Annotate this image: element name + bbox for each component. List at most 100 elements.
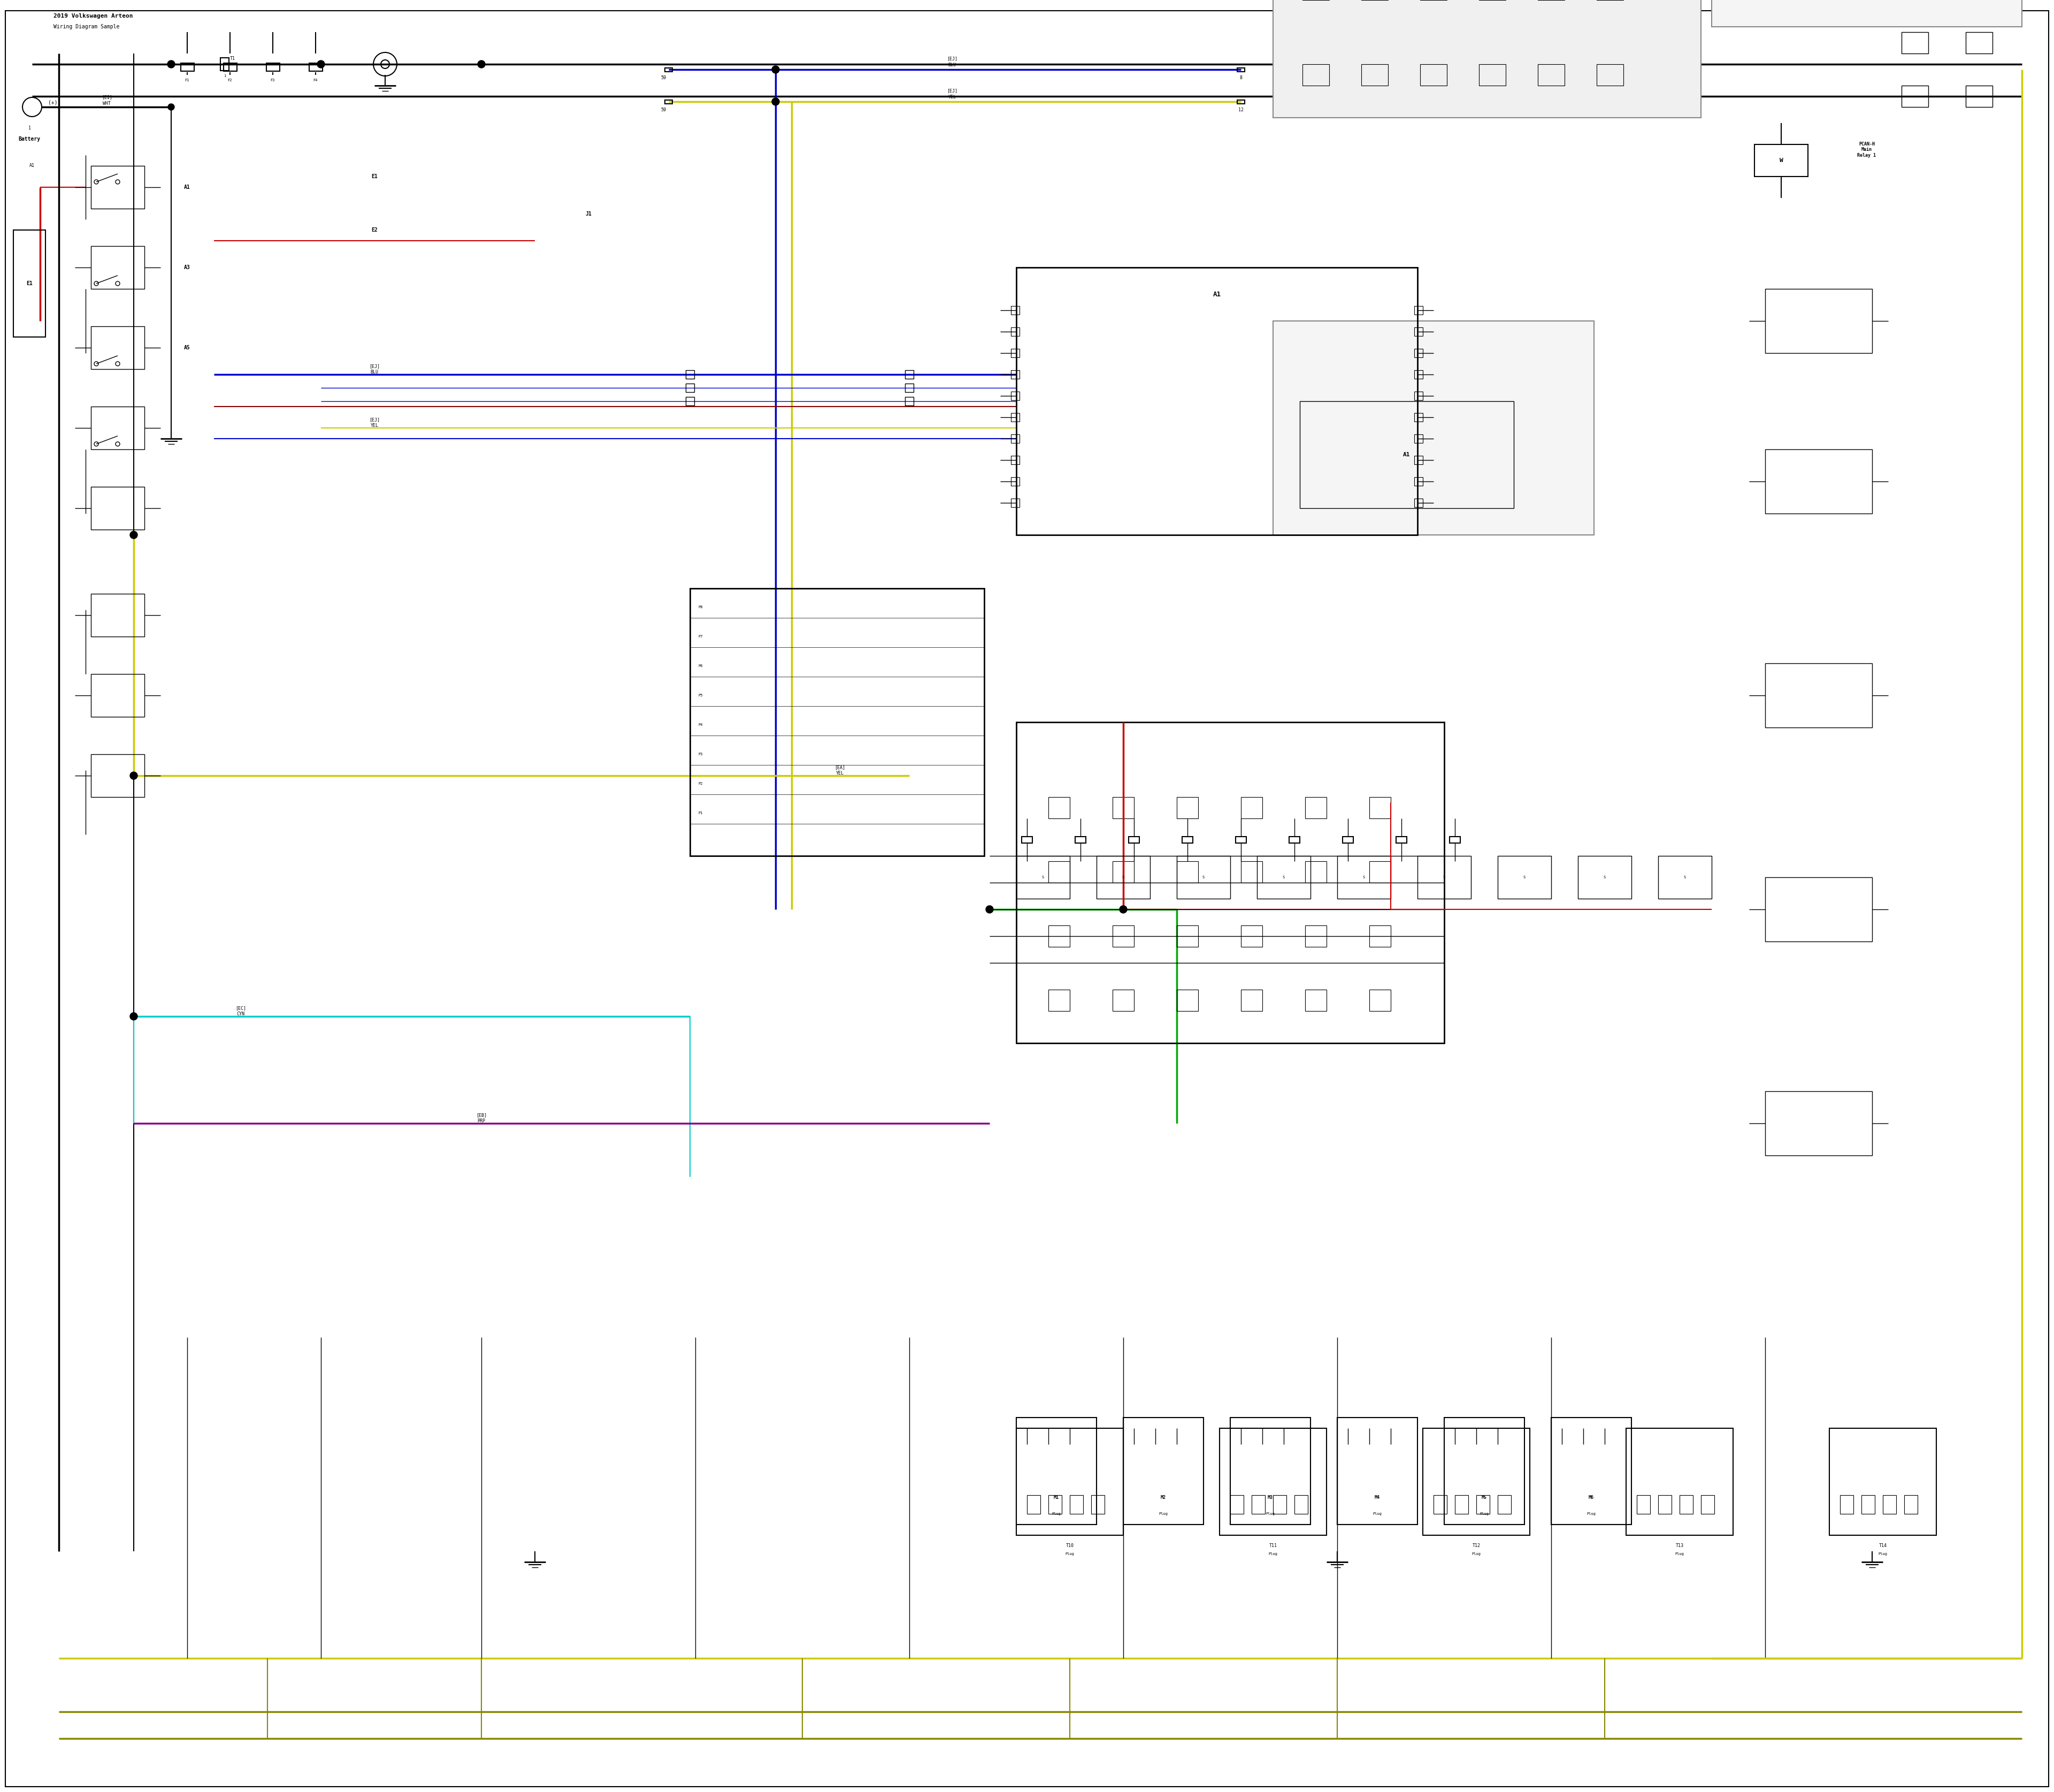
Text: [EJ]
YEL: [EJ] YEL xyxy=(370,418,380,428)
Text: J1: J1 xyxy=(585,211,592,217)
Bar xyxy=(1304,862,1327,883)
Text: Plug: Plug xyxy=(1877,1552,1888,1555)
Bar xyxy=(690,588,984,857)
Bar xyxy=(1764,663,1871,728)
Bar xyxy=(1830,1428,1937,1536)
Bar xyxy=(1237,100,1245,104)
Text: 1: 1 xyxy=(29,125,31,131)
Bar xyxy=(665,100,672,104)
Text: 2019 Volkswagen Arteon: 2019 Volkswagen Arteon xyxy=(53,13,134,18)
Bar xyxy=(1577,857,1631,898)
Bar xyxy=(1257,857,1310,898)
Text: Plug: Plug xyxy=(1479,1512,1489,1516)
Text: P7: P7 xyxy=(698,634,702,638)
Bar xyxy=(1241,925,1263,946)
Bar xyxy=(1048,797,1070,819)
Text: S: S xyxy=(1684,876,1686,878)
Bar xyxy=(1011,477,1019,486)
Bar xyxy=(1417,857,1471,898)
Circle shape xyxy=(772,99,778,106)
Bar xyxy=(1764,1091,1871,1156)
Text: A1: A1 xyxy=(185,185,191,190)
Bar xyxy=(1070,1495,1082,1514)
Bar xyxy=(1304,797,1327,819)
Bar xyxy=(1497,857,1551,898)
Bar xyxy=(1300,401,1514,509)
Bar xyxy=(1113,797,1134,819)
Bar xyxy=(1337,857,1391,898)
Circle shape xyxy=(1119,905,1128,914)
Bar xyxy=(1362,65,1389,86)
Text: P1: P1 xyxy=(698,812,702,815)
Text: BLU: BLU xyxy=(949,63,955,68)
Bar xyxy=(906,383,914,392)
Bar xyxy=(1048,989,1070,1011)
Text: T10: T10 xyxy=(1066,1543,1074,1548)
Bar xyxy=(1764,289,1871,353)
Circle shape xyxy=(986,905,994,914)
Bar xyxy=(686,383,694,392)
Text: E1: E1 xyxy=(372,174,378,179)
Text: S: S xyxy=(1604,876,1606,878)
Bar xyxy=(90,326,144,369)
Text: [EB]
PRP: [EB] PRP xyxy=(477,1113,487,1124)
Bar xyxy=(1337,1417,1417,1525)
Bar xyxy=(1596,65,1623,86)
Bar xyxy=(1017,267,1417,536)
Text: Plug: Plug xyxy=(1588,1512,1596,1516)
Bar xyxy=(1966,32,1992,54)
Bar xyxy=(1902,32,1929,54)
Bar xyxy=(1343,837,1354,842)
Bar xyxy=(181,63,193,72)
Bar xyxy=(1658,1495,1672,1514)
Text: PCAN-H
Main
Relay 1: PCAN-H Main Relay 1 xyxy=(1857,142,1875,158)
Text: Plug: Plug xyxy=(1066,1552,1074,1555)
Bar xyxy=(1764,450,1871,514)
Bar xyxy=(1177,925,1197,946)
Bar xyxy=(220,57,228,70)
Text: [EA]
YEL: [EA] YEL xyxy=(834,765,844,776)
Bar xyxy=(1302,65,1329,86)
Circle shape xyxy=(772,66,778,73)
Bar xyxy=(1497,1495,1512,1514)
Bar xyxy=(90,593,144,636)
Text: 1: 1 xyxy=(224,73,226,77)
Bar xyxy=(1764,878,1871,941)
Text: F3: F3 xyxy=(271,79,275,82)
Bar xyxy=(1177,797,1197,819)
Bar xyxy=(90,167,144,208)
Bar xyxy=(1183,837,1193,842)
Text: (+): (+) xyxy=(47,100,58,106)
Bar xyxy=(1273,1495,1286,1514)
Text: M5: M5 xyxy=(1481,1495,1487,1500)
Text: Plug: Plug xyxy=(1265,1512,1276,1516)
Text: Plug: Plug xyxy=(1674,1552,1684,1555)
Text: YEL: YEL xyxy=(949,95,955,100)
Bar xyxy=(1017,1428,1124,1536)
Bar xyxy=(90,407,144,450)
Text: Plug: Plug xyxy=(1269,1552,1278,1555)
Text: Battery: Battery xyxy=(18,136,41,142)
Text: T13: T13 xyxy=(1676,1543,1684,1548)
Bar xyxy=(1113,862,1134,883)
Bar xyxy=(1884,1495,1896,1514)
Bar xyxy=(90,487,144,530)
Bar xyxy=(1370,925,1391,946)
Bar xyxy=(1304,925,1327,946)
Text: A3: A3 xyxy=(185,265,191,271)
Text: S: S xyxy=(1524,876,1526,878)
Bar xyxy=(1754,145,1808,177)
Bar xyxy=(1091,1495,1105,1514)
Text: E1: E1 xyxy=(27,281,33,287)
Text: P5: P5 xyxy=(698,694,702,697)
Text: P3: P3 xyxy=(698,753,702,756)
Bar xyxy=(906,371,914,378)
Text: P8: P8 xyxy=(698,606,702,609)
Text: Plug: Plug xyxy=(1052,1512,1062,1516)
Bar xyxy=(1048,862,1070,883)
Text: [EJ]: [EJ] xyxy=(947,56,957,61)
Bar xyxy=(1454,1495,1469,1514)
Bar xyxy=(1415,392,1423,400)
Bar xyxy=(1419,65,1446,86)
Bar xyxy=(1241,862,1263,883)
